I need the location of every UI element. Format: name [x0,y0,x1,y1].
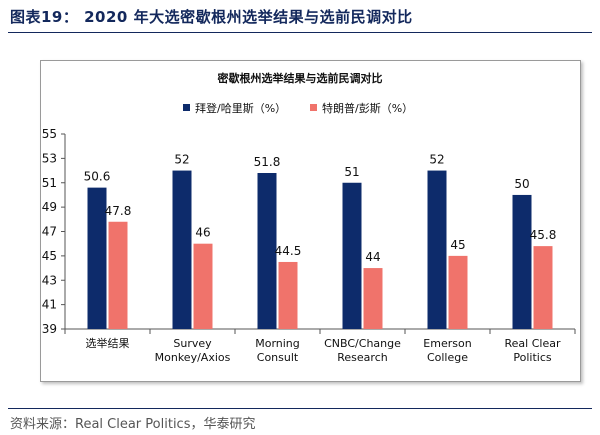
x-tick-label: Emerson [423,337,471,350]
y-tick-label: 47 [42,225,57,239]
data-label: 47.8 [105,204,132,218]
source-note: 资料来源：Real Clear Politics，华泰研究 [10,417,256,432]
y-tick-label: 43 [42,273,57,287]
y-tick-label: 45 [42,249,57,263]
y-tick-label: 55 [42,127,57,141]
x-tick-label: Politics [513,351,552,364]
chart-frame [40,60,581,382]
bar [427,170,447,329]
y-tick-label: 49 [42,200,57,214]
data-label: 45 [450,238,465,252]
x-tick-label: Consult [257,351,299,364]
data-label: 44 [365,250,380,264]
bar [108,221,128,329]
legend-label: 拜登/哈里斯（%） [195,101,286,115]
y-tick-label: 39 [42,322,57,336]
data-label: 46 [195,226,210,240]
data-label: 45.8 [530,228,557,242]
bar [278,261,298,329]
data-label: 50.6 [84,170,111,184]
bar [363,268,383,329]
data-label: 50 [514,177,529,191]
bar [342,182,362,329]
data-label: 52 [174,153,189,167]
legend-label: 特朗普/彭斯（%） [322,101,413,115]
x-tick-label: Monkey/Axios [155,351,231,364]
x-tick-label: Morning [255,337,300,350]
legend-swatch [183,104,190,111]
x-tick-label: Survey [173,337,212,350]
x-tick-label: Real Clear [505,337,561,350]
bottom-divider [8,408,592,409]
figure-title: 图表19： 2020 年大选密歇根州选举结果与选前民调对比 [10,8,413,26]
bar [533,246,553,329]
x-tick-label: College [427,351,468,364]
y-tick-label: 41 [42,298,57,312]
data-label: 51 [344,165,359,179]
data-label: 44.5 [275,244,302,258]
bar [512,194,532,329]
y-tick-label: 51 [42,176,57,190]
bar [87,187,107,329]
bar [257,173,277,329]
data-label: 51.8 [254,155,281,169]
bar [172,170,192,329]
x-tick-label: Research [337,351,387,364]
bar [448,255,468,329]
chart-title: 密歇根州选举结果与选前民调对比 [218,71,383,85]
x-tick-label: CNBC/Change [324,337,401,350]
x-tick-label: 选举结果 [86,336,130,350]
bar [193,243,213,329]
top-divider [8,32,592,33]
data-label: 52 [429,153,444,167]
y-tick-label: 53 [42,151,57,165]
legend-swatch [310,104,317,111]
